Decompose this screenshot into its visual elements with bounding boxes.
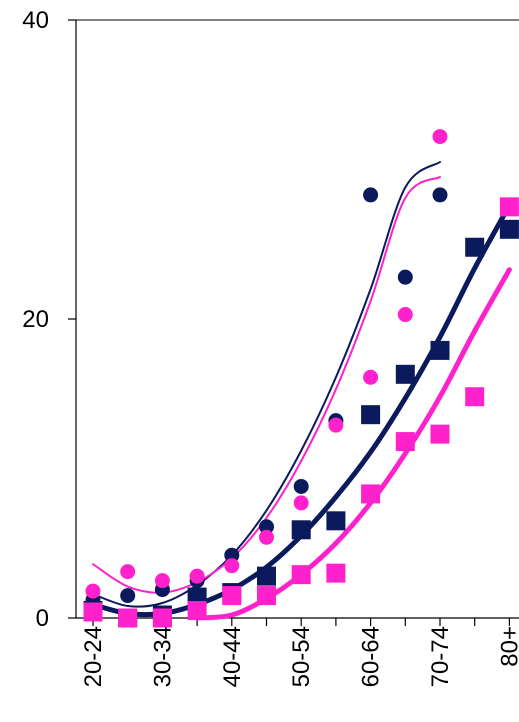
data-point	[328, 417, 344, 433]
data-point	[361, 405, 381, 425]
data-point	[224, 558, 240, 574]
data-point	[499, 219, 519, 239]
x-tick-label: 50-54	[288, 626, 315, 687]
data-point	[430, 340, 450, 360]
data-point	[120, 588, 136, 604]
data-point	[291, 565, 311, 585]
data-point	[363, 369, 379, 385]
data-point	[465, 237, 485, 257]
data-point	[326, 511, 346, 531]
x-tick-label: 80+	[496, 626, 519, 667]
x-tick-label: 70-74	[427, 626, 454, 687]
data-point	[259, 519, 274, 535]
data-point	[432, 129, 448, 145]
data-point	[326, 563, 346, 583]
data-point	[397, 269, 413, 285]
data-point	[363, 187, 379, 203]
data-point	[293, 478, 309, 494]
trend-line	[194, 267, 512, 621]
x-tick-label: 40-44	[219, 626, 246, 687]
data-point	[118, 608, 138, 628]
data-point	[499, 197, 519, 217]
data-point	[152, 608, 172, 628]
data-point	[120, 564, 136, 580]
y-tick-label: 20	[22, 306, 49, 333]
data-point	[187, 601, 207, 621]
data-point	[432, 187, 448, 203]
x-tick-label: 20-24	[80, 626, 107, 687]
x-tick-label: 60-64	[358, 626, 385, 687]
data-point	[395, 364, 415, 384]
data-point	[465, 387, 485, 407]
data-point	[361, 484, 381, 504]
data-point	[430, 424, 450, 444]
data-point	[224, 547, 240, 563]
data-point	[85, 583, 101, 599]
data-point	[259, 529, 274, 545]
trend-line	[92, 161, 441, 608]
data-point	[154, 573, 170, 589]
data-point	[83, 602, 103, 622]
data-point	[222, 586, 242, 606]
data-point	[257, 586, 276, 606]
data-point	[293, 495, 309, 511]
data-point	[397, 307, 413, 323]
trend-line	[90, 202, 512, 618]
data-point	[257, 566, 276, 586]
data-point	[291, 520, 311, 540]
y-tick-label: 40	[22, 7, 49, 34]
data-point	[395, 432, 415, 452]
x-tick-label: 30-34	[149, 626, 176, 687]
data-point	[189, 568, 205, 584]
y-tick-label: 0	[36, 605, 49, 632]
